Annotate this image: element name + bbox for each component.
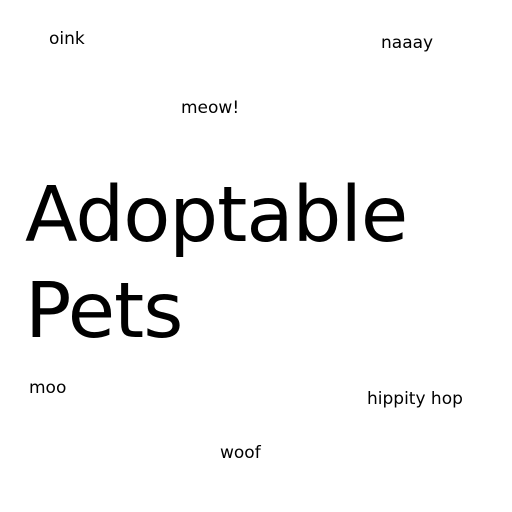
moo-text: moo [29, 378, 67, 398]
naaay-text: naaay [381, 33, 434, 53]
title-line-2: Pets [25, 267, 183, 356]
page-title: Adoptable Pets [25, 168, 408, 360]
oink-text: oink [49, 29, 85, 49]
hippity-hop-text: hippity hop [367, 389, 463, 409]
meow-text: meow! [181, 98, 240, 118]
woof-text: woof [220, 443, 261, 463]
title-line-1: Adoptable [25, 171, 408, 260]
